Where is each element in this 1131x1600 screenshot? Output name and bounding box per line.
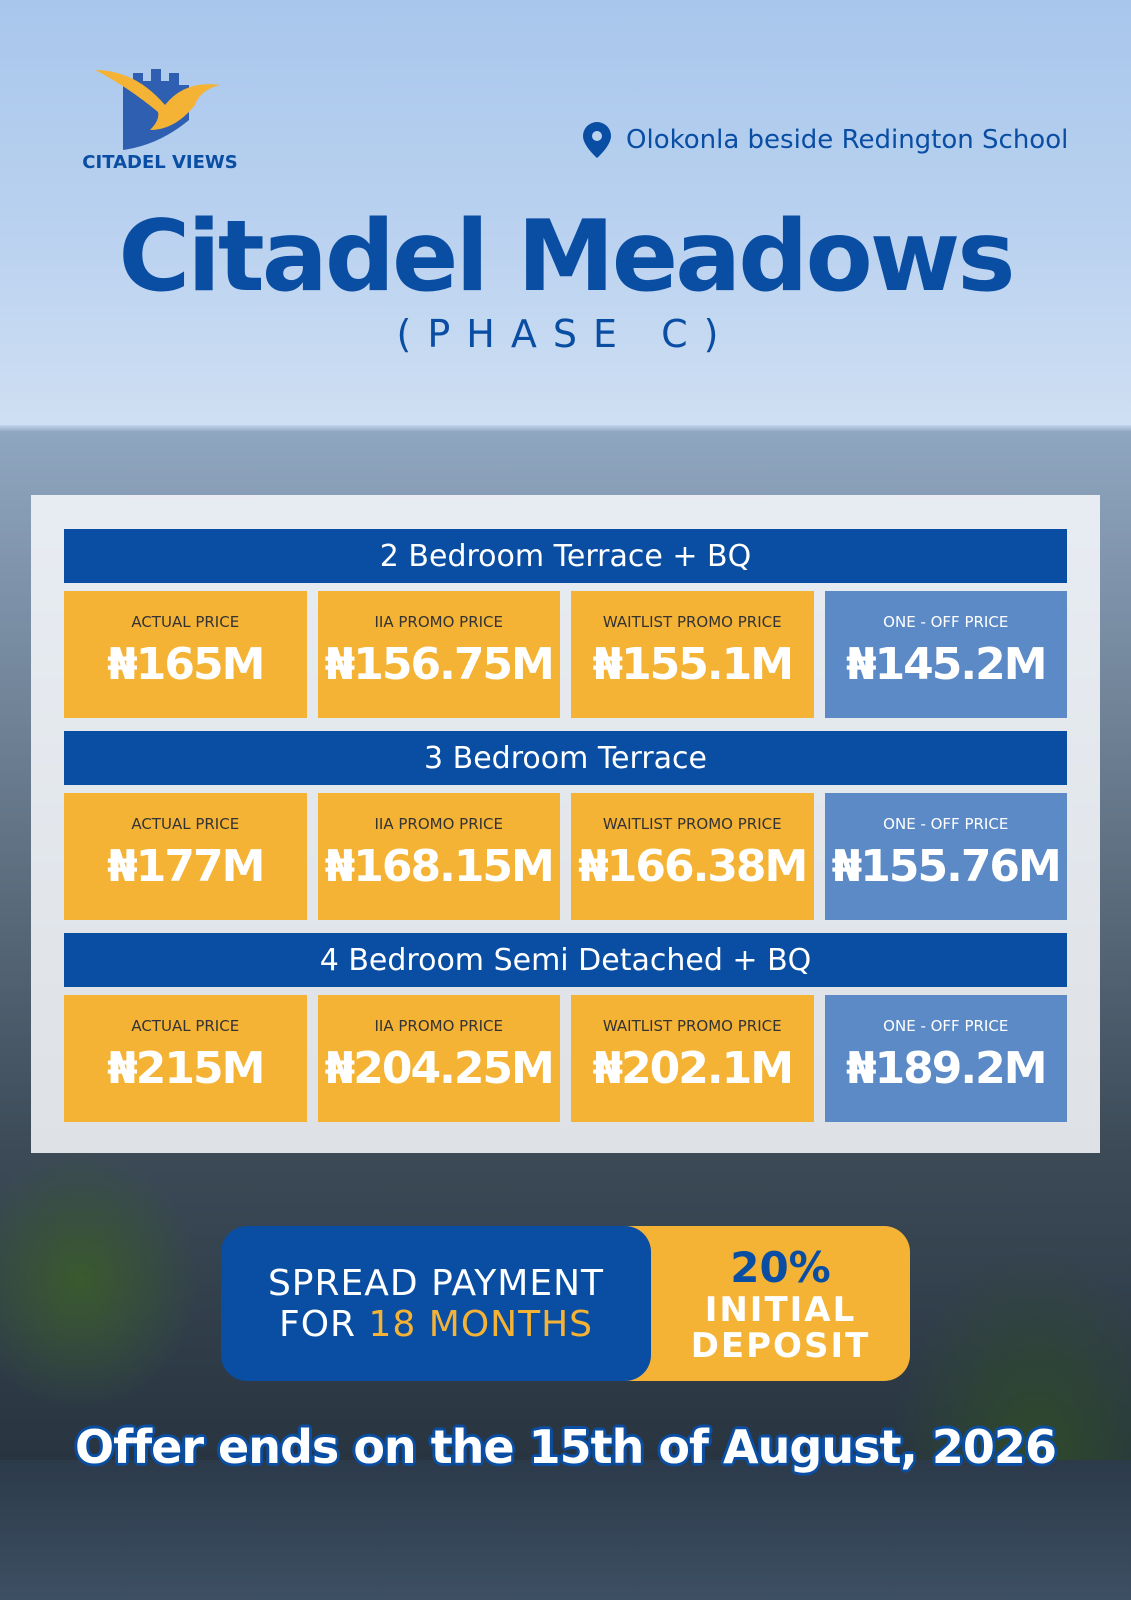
price-value: ₦155.1M: [592, 639, 794, 690]
price-label: ACTUAL PRICE: [131, 613, 240, 631]
price-box: ACTUAL PRICE ₦177M: [64, 793, 307, 920]
price-label: IIA PROMO PRICE: [374, 613, 503, 631]
price-value: ₦168.15M: [324, 841, 555, 892]
subtitle: (PHASE C): [396, 312, 735, 356]
price-label: IIA PROMO PRICE: [374, 815, 503, 833]
payment-banner: SPREAD PAYMENT FOR 18 MONTHS 20% INITIAL…: [221, 1226, 910, 1381]
price-label: WAITLIST PROMO PRICE: [602, 1017, 782, 1035]
price-value: ₦177M: [107, 841, 265, 892]
price-panel: 2 Bedroom Terrace + BQ ACTUAL PRICE ₦165M I…: [31, 495, 1100, 1153]
price-box: ONE - OFF PRICE ₦145.2M: [824, 591, 1067, 718]
section-heading: 3 Bedroom Terrace: [64, 731, 1067, 785]
price-label: ACTUAL PRICE: [131, 1017, 240, 1035]
deposit-label: INITIAL: [704, 1290, 857, 1330]
price-row: ACTUAL PRICE ₦215M IIA PROMO PRICE ₦204.25M…: [64, 995, 1067, 1122]
price-value: ₦165M: [107, 639, 265, 690]
price-box: ONE - OFF PRICE ₦189.2M: [824, 995, 1067, 1122]
deposit: 20% INITIAL DEPOSIT: [625, 1226, 910, 1381]
payment-line: SPREAD PAYMENT: [267, 1262, 605, 1304]
deposit-label: DEPOSIT: [690, 1326, 871, 1366]
brand-name: CITADEL VIEWS: [82, 152, 238, 173]
price-label: ONE - OFF PRICE: [883, 1017, 1009, 1035]
price-label: WAITLIST PROMO PRICE: [602, 815, 782, 833]
sky-background: [0, 0, 1131, 425]
price-label: ACTUAL PRICE: [131, 815, 240, 833]
price-box: WAITLIST PROMO PRICE ₦155.1M: [571, 591, 814, 718]
logo: [95, 69, 220, 150]
price-box: IIA PROMO PRICE ₦204.25M: [317, 995, 560, 1122]
price-box: IIA PROMO PRICE ₦156.75M: [317, 591, 560, 718]
walkway-photo: [0, 1460, 1131, 1600]
offer-deadline: Offer ends on the 15th of August, 2026: [75, 1420, 1057, 1474]
price-box: ACTUAL PRICE ₦165M: [64, 591, 307, 718]
section-heading: 2 Bedroom Terrace + BQ: [64, 529, 1067, 583]
price-row: ACTUAL PRICE ₦165M IIA PROMO PRICE ₦156.75M…: [64, 591, 1067, 718]
price-box: ACTUAL PRICE ₦215M: [64, 995, 307, 1122]
price-label: IIA PROMO PRICE: [374, 1017, 503, 1035]
price-box: WAITLIST PROMO PRICE ₦202.1M: [571, 995, 814, 1122]
price-value: ₦155.76M: [831, 841, 1062, 892]
price-label: ONE - OFF PRICE: [883, 613, 1009, 631]
price-box: WAITLIST PROMO PRICE ₦166.38M: [571, 793, 814, 920]
tree-photo: [0, 1150, 200, 1410]
price-value: ₦145.2M: [845, 639, 1048, 690]
price-label: WAITLIST PROMO PRICE: [602, 613, 782, 631]
price-label: ONE - OFF PRICE: [883, 815, 1009, 833]
price-value: ₦189.2M: [845, 1043, 1048, 1094]
payment-plan: SPREAD PAYMENT FOR 18 MONTHS: [221, 1226, 651, 1381]
payment-duration: 18 MONTHS: [368, 1303, 593, 1345]
price-value: ₦166.38M: [578, 841, 808, 892]
payment-prefix: FOR: [278, 1303, 357, 1345]
price-box: ONE - OFF PRICE ₦155.76M: [824, 793, 1067, 920]
deposit-percent: 20%: [730, 1243, 831, 1292]
location-pin: [583, 122, 611, 158]
price-row: ACTUAL PRICE ₦177M IIA PROMO PRICE ₦168.15M…: [64, 793, 1067, 920]
price-value: ₦156.75M: [324, 639, 555, 690]
section-heading: 4 Bedroom Semi Detached + BQ: [64, 933, 1067, 987]
payment-line: FOR 18 MONTHS: [279, 1304, 593, 1345]
price-box: IIA PROMO PRICE ₦168.15M: [317, 793, 560, 920]
price-value: ₦204.25M: [324, 1043, 555, 1094]
location: Olokonla beside Redington School: [580, 120, 1068, 160]
price-value: ₦215M: [107, 1043, 265, 1094]
price-value: ₦202.1M: [592, 1043, 794, 1094]
location-text: Olokonla beside Redington School: [626, 125, 1069, 155]
title: Citadel Meadows: [118, 200, 1015, 314]
